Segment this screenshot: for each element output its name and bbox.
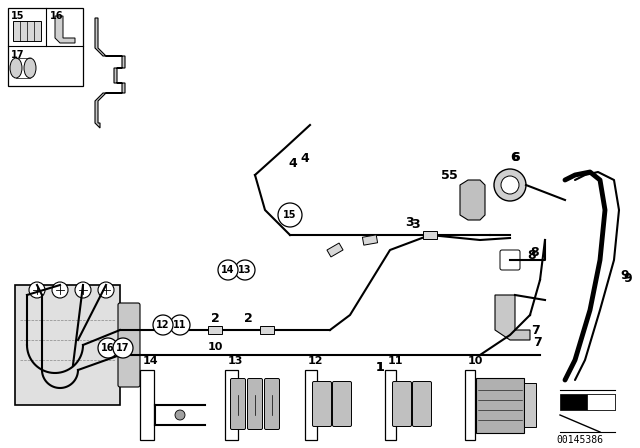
FancyBboxPatch shape bbox=[312, 382, 332, 426]
Text: 16: 16 bbox=[50, 11, 63, 21]
FancyBboxPatch shape bbox=[305, 370, 317, 440]
Text: 5: 5 bbox=[449, 168, 458, 181]
FancyBboxPatch shape bbox=[248, 379, 262, 430]
Text: 2: 2 bbox=[211, 311, 220, 324]
Polygon shape bbox=[95, 18, 125, 128]
Text: 00145386: 00145386 bbox=[557, 435, 604, 445]
Circle shape bbox=[278, 203, 302, 227]
FancyBboxPatch shape bbox=[560, 394, 615, 410]
FancyBboxPatch shape bbox=[13, 21, 41, 41]
FancyBboxPatch shape bbox=[230, 379, 246, 430]
FancyBboxPatch shape bbox=[524, 383, 536, 427]
Polygon shape bbox=[208, 326, 222, 334]
FancyBboxPatch shape bbox=[225, 370, 238, 440]
Circle shape bbox=[501, 176, 519, 194]
Text: 7: 7 bbox=[531, 323, 540, 336]
Circle shape bbox=[113, 338, 133, 358]
FancyBboxPatch shape bbox=[392, 382, 412, 426]
Polygon shape bbox=[327, 243, 343, 257]
Text: 3: 3 bbox=[411, 217, 419, 231]
Text: 17: 17 bbox=[11, 50, 24, 60]
Circle shape bbox=[98, 338, 118, 358]
Circle shape bbox=[170, 315, 190, 335]
FancyBboxPatch shape bbox=[465, 370, 475, 440]
FancyBboxPatch shape bbox=[264, 379, 280, 430]
Text: 17: 17 bbox=[116, 343, 130, 353]
Circle shape bbox=[218, 260, 238, 280]
Polygon shape bbox=[460, 180, 485, 220]
Circle shape bbox=[235, 260, 255, 280]
Text: 8: 8 bbox=[531, 246, 540, 258]
Circle shape bbox=[153, 315, 173, 335]
Text: 14: 14 bbox=[221, 265, 235, 275]
Text: 6: 6 bbox=[512, 151, 520, 164]
Text: 13: 13 bbox=[228, 356, 243, 366]
Circle shape bbox=[75, 282, 91, 298]
Circle shape bbox=[175, 410, 185, 420]
Text: 8: 8 bbox=[528, 249, 536, 262]
Text: 13: 13 bbox=[238, 265, 252, 275]
FancyBboxPatch shape bbox=[118, 303, 140, 387]
Text: 11: 11 bbox=[388, 356, 403, 366]
Text: 3: 3 bbox=[406, 215, 414, 228]
FancyBboxPatch shape bbox=[385, 370, 396, 440]
Circle shape bbox=[52, 282, 68, 298]
Text: 4: 4 bbox=[301, 151, 309, 164]
Text: 7: 7 bbox=[532, 336, 541, 349]
Polygon shape bbox=[423, 231, 437, 239]
Text: 9: 9 bbox=[624, 271, 632, 284]
Polygon shape bbox=[362, 235, 378, 245]
Polygon shape bbox=[495, 295, 530, 340]
Text: 9: 9 bbox=[621, 268, 629, 281]
Text: 16: 16 bbox=[101, 343, 115, 353]
Text: 15: 15 bbox=[11, 11, 24, 21]
Text: 15: 15 bbox=[284, 210, 297, 220]
Ellipse shape bbox=[24, 58, 36, 78]
Ellipse shape bbox=[10, 58, 22, 78]
Text: 2: 2 bbox=[244, 311, 252, 324]
Polygon shape bbox=[55, 16, 75, 43]
Circle shape bbox=[29, 282, 45, 298]
FancyBboxPatch shape bbox=[476, 378, 524, 433]
FancyBboxPatch shape bbox=[500, 250, 520, 270]
Circle shape bbox=[494, 169, 526, 201]
Text: 11: 11 bbox=[173, 320, 187, 330]
Text: 5: 5 bbox=[440, 168, 449, 181]
FancyBboxPatch shape bbox=[413, 382, 431, 426]
Text: 1: 1 bbox=[376, 361, 385, 374]
Polygon shape bbox=[260, 326, 274, 334]
FancyBboxPatch shape bbox=[333, 382, 351, 426]
FancyBboxPatch shape bbox=[140, 370, 154, 440]
Text: 10: 10 bbox=[207, 342, 223, 352]
Text: 12: 12 bbox=[308, 356, 323, 366]
Text: 6: 6 bbox=[511, 151, 519, 164]
Text: 1: 1 bbox=[376, 361, 385, 374]
Text: 12: 12 bbox=[156, 320, 170, 330]
Text: 10: 10 bbox=[468, 356, 483, 366]
FancyBboxPatch shape bbox=[15, 285, 120, 405]
FancyBboxPatch shape bbox=[587, 394, 615, 410]
Circle shape bbox=[98, 282, 114, 298]
Text: 14: 14 bbox=[143, 356, 159, 366]
Text: 4: 4 bbox=[289, 156, 298, 169]
